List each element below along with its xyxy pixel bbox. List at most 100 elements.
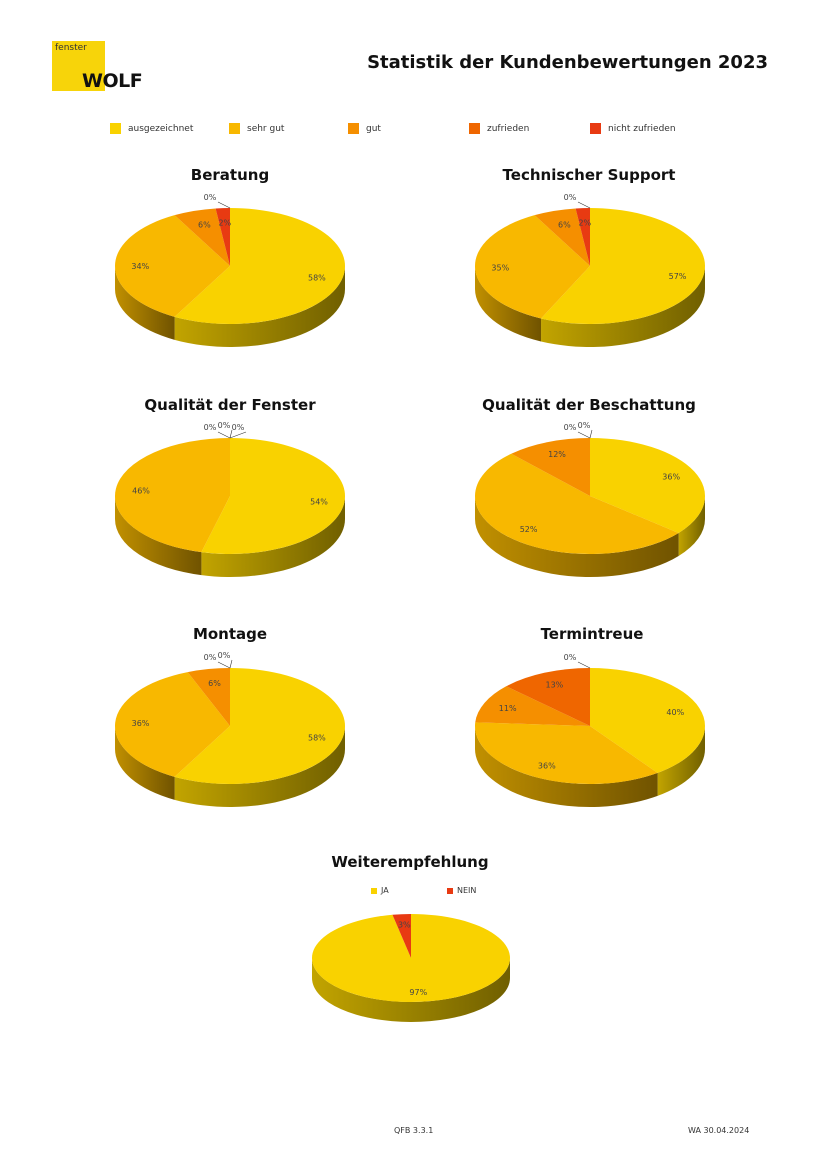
- pie-slice-sehr-gut: [115, 215, 230, 317]
- pie-label-zufrieden: 0%: [218, 421, 231, 430]
- legend-item-ausgezeichnet: ausgezeichnet: [110, 123, 193, 134]
- chart-title-montage: Montage: [192, 625, 268, 643]
- pie-slice-ausgezeichnet: [590, 438, 705, 533]
- leader-line: [577, 201, 591, 209]
- pie-slice-gut: [534, 208, 590, 266]
- pie-slice-gut: [511, 438, 590, 496]
- pie-label-nicht-zufrieden: 2%: [218, 218, 231, 227]
- pie-chart-technischer-support: 57% 35% 6% 0% 2%: [475, 193, 705, 347]
- pie-slice-nicht-zufrieden: [215, 208, 230, 266]
- pie-label-gut: 6%: [208, 679, 221, 688]
- pie-side-group: [115, 266, 345, 347]
- leader-line: [217, 431, 231, 439]
- legend-swatch: [110, 123, 121, 134]
- legend-item-gut: gut: [348, 123, 381, 134]
- pie-chart-termintreue: 40% 36% 11% 13% 0%: [475, 653, 705, 807]
- pie-side-ja: [312, 958, 510, 1022]
- leader-line: [229, 429, 233, 439]
- legend-item-nein: NEIN: [447, 886, 476, 895]
- pie-side-group: [115, 726, 345, 807]
- pie-slice-sehr-gut: [114, 438, 230, 553]
- legend-label: zufrieden: [487, 123, 530, 134]
- pie-side-sehr-gut: [475, 266, 542, 342]
- pie-label-nicht-zufrieden: 0%: [232, 423, 245, 432]
- pie-side-group: [312, 958, 510, 1022]
- pie-label-ausgezeichnet: 58%: [308, 733, 326, 742]
- pie-label-gut: 6%: [558, 220, 571, 229]
- legend-label: ausgezeichnet: [128, 123, 194, 134]
- legend-label: JA: [381, 886, 389, 895]
- pie-label-nicht-zufrieden: 0%: [218, 651, 231, 660]
- chart-title-technischer-support: Technischer Support: [502, 166, 676, 184]
- pie-slice-gut: [174, 208, 230, 266]
- leader-line: [217, 201, 231, 209]
- logo-text-small: fenster: [55, 43, 87, 53]
- legend-label: sehr gut: [247, 123, 285, 134]
- pie-chart-qualitaet-beschattung: 36% 52% 12% 0% 0%: [474, 421, 705, 577]
- pie-chart-beratung: 58% 34% 6% 0% 2%: [115, 193, 345, 347]
- pie-side-sehr-gut: [115, 496, 202, 576]
- legend-item-ja: JA: [371, 886, 389, 895]
- pie-label-ausgezeichnet: 57%: [669, 272, 687, 281]
- legend-label: gut: [366, 123, 381, 134]
- pie-label-ausgezeichnet: 54%: [310, 498, 328, 507]
- pie-label-ausgezeichnet: 58%: [308, 273, 326, 282]
- legend-item-nicht-zufrieden: nicht zufrieden: [590, 123, 676, 134]
- pie-side-ausgezeichnet: [541, 266, 705, 347]
- pie-label-nein: 3%: [398, 921, 411, 930]
- pie-slice-gut: [187, 668, 230, 726]
- legend-swatch: [371, 887, 377, 894]
- chart-title-termintreue: Termintreue: [540, 625, 644, 643]
- pie-side-sehr-gut: [475, 496, 679, 577]
- pie-label-zufrieden: 0%: [204, 193, 217, 202]
- pie-slice-ausgezeichnet: [541, 208, 705, 324]
- pie-side-group: [475, 266, 705, 347]
- pie-slice-sehr-gut: [474, 453, 679, 554]
- pie-label-sehr-gut: 52%: [520, 525, 538, 534]
- pie-label-ausgezeichnet: 36%: [662, 473, 680, 482]
- pie-side-ausgezeichnet: [174, 726, 345, 807]
- pie-label-sehr-gut: 36%: [132, 719, 150, 728]
- pie-label-gut: 0%: [204, 423, 217, 432]
- pie-side-group: [115, 496, 345, 577]
- pie-slice-nicht-zufrieden: [575, 208, 590, 266]
- page-title: Statistik der Kundenbewertungen 2023: [367, 52, 768, 73]
- pie-side-group: [475, 726, 705, 807]
- pie-label-nicht-zufrieden: 0%: [564, 653, 577, 662]
- pie-label-zufrieden: 0%: [564, 423, 577, 432]
- legend-item-zufrieden: zufrieden: [469, 123, 529, 134]
- pie-side-sehr-gut: [115, 726, 175, 800]
- pie-label-nicht-zufrieden: 0%: [578, 421, 591, 430]
- pie-side-ausgezeichnet: [657, 726, 705, 796]
- pie-label-zufrieden: 0%: [204, 653, 217, 662]
- pie-slice-ausgezeichnet: [201, 438, 345, 554]
- pie-slice-nein: [392, 914, 411, 958]
- logo-text-big: WOLF: [82, 70, 143, 92]
- pie-label-ausgezeichnet: 40%: [666, 708, 684, 717]
- pie-slice-gut: [475, 686, 590, 726]
- leader-line: [577, 431, 591, 439]
- pie-side-ausgezeichnet: [174, 266, 345, 347]
- legend-swatch: [229, 123, 240, 134]
- legend-label: nicht zufrieden: [608, 123, 676, 134]
- pie-chart-qualitaet-fenster: 54%46%0% 0% 0%: [114, 421, 345, 577]
- pie-slice-sehr-gut: [475, 722, 658, 784]
- legend-swatch: [469, 123, 480, 134]
- pie-label-sehr-gut: 46%: [132, 486, 150, 495]
- pie-chart-montage: 58% 36% 6% 0% 0%: [114, 651, 345, 807]
- pie-slice-ausgezeichnet: [590, 668, 705, 773]
- legend: ausgezeichnet sehr gut gut zufrieden nic…: [0, 123, 826, 139]
- pie-label-zufrieden: 13%: [546, 681, 564, 690]
- pie-label-sehr-gut: 36%: [538, 762, 556, 771]
- pie-label-ja: 97%: [409, 988, 427, 997]
- legend-swatch: [348, 123, 359, 134]
- chart-title-qualitaet-fenster: Qualität der Fenster: [144, 396, 316, 414]
- footer-date: WA 30.04.2024: [688, 1126, 750, 1135]
- pie-label-nicht-zufrieden: 2%: [578, 218, 591, 227]
- leader-line: [229, 431, 247, 439]
- pie-side-ausgezeichnet: [201, 496, 345, 577]
- logo-box: [52, 41, 105, 91]
- legend-item-sehr-gut: sehr gut: [229, 123, 284, 134]
- chart-title-qualitaet-beschattung: Qualität der Beschattung: [482, 396, 696, 414]
- legend-swatch: [447, 887, 453, 894]
